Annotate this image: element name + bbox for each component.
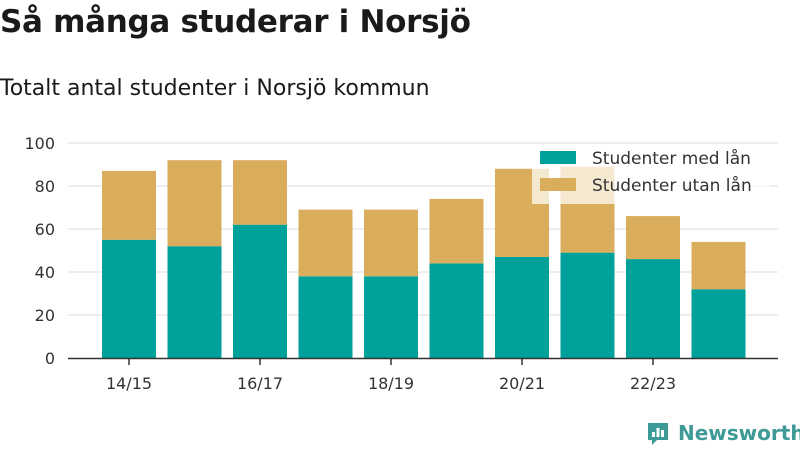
x-tick-label: 18/19 [368,374,414,393]
bar-med-lan [626,259,680,358]
y-tick-label: 20 [35,306,55,325]
x-tick-label: 16/17 [237,374,283,393]
chart-subtitle: Totalt antal studenter i Norsjö kommun [0,76,430,101]
bar-utan-lan [626,216,680,260]
bar-utan-lan [691,241,746,290]
bar-med-lan [364,276,418,358]
axes: 0 20 40 60 80 100 14/15 16/17 18/19 20/21 22/23 [24,134,778,393]
y-tick-label: 80 [35,177,55,196]
y-tick-label: 40 [35,263,55,282]
bar-utan-lan [298,209,353,277]
legend: Studenter med lån Studenter utan lån [532,144,770,204]
bar-utan-lan [429,198,484,264]
bar-utan-lan [233,160,287,225]
bar-med-lan [560,252,615,358]
bar-med-lan [495,256,549,358]
bar-med-lan [691,289,746,358]
bar-utan-lan [167,160,222,247]
y-tick-label: 100 [24,134,55,153]
legend-label: Studenter med lån [592,148,751,169]
bar-utan-lan [102,170,156,240]
bar-utan-lan [364,209,418,277]
chart-title: Så många studerar i Norsjö [0,4,471,40]
bar-med-lan [102,239,156,358]
y-tick-label: 0 [45,349,55,368]
bar-med-lan [429,263,484,358]
legend-swatch [540,151,576,164]
bar-med-lan [167,246,222,358]
brand-name: Newsworthy [678,421,800,445]
legend-swatch [540,178,576,191]
x-tick-label: 20/21 [499,374,545,393]
y-tick-label: 60 [35,220,55,239]
brand-logo: Newsworthy [645,420,800,446]
bar-med-lan [233,224,287,358]
bars [102,160,746,358]
bar-med-lan [298,276,353,358]
newsworthy-logo-icon [648,423,668,445]
x-tick-label: 14/15 [106,374,152,393]
x-tick-label: 22/23 [630,374,676,393]
legend-label: Studenter utan lån [592,175,752,196]
